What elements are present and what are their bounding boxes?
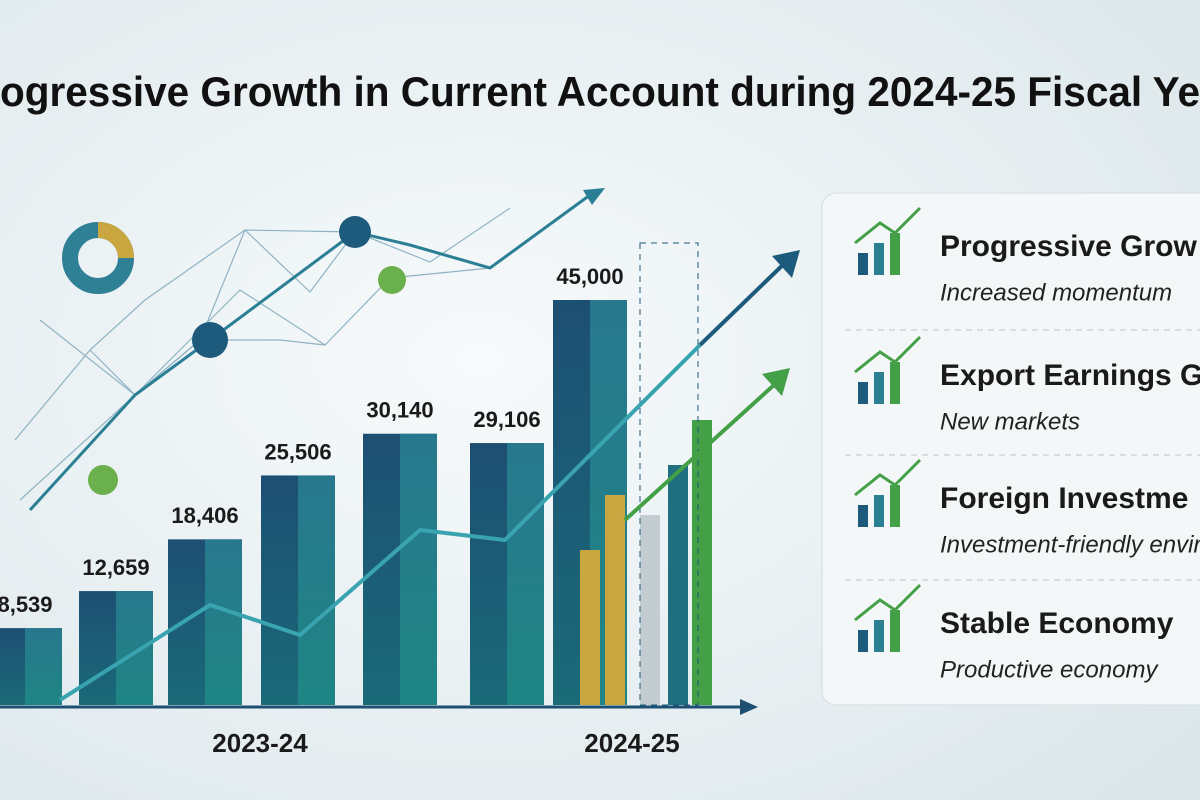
item-icon bbox=[858, 630, 868, 652]
arrow-head bbox=[583, 188, 605, 205]
item-icon bbox=[858, 382, 868, 404]
panel-item-title: Progressive Grow bbox=[940, 230, 1197, 263]
decorative-bar bbox=[668, 465, 688, 705]
item-icon bbox=[858, 505, 868, 527]
item-icon bbox=[874, 495, 884, 527]
panel-item-subtitle: Increased momentum bbox=[940, 279, 1172, 306]
value-label: 30,140 bbox=[366, 398, 433, 423]
value-label: 29,106 bbox=[473, 407, 540, 432]
item-icon bbox=[874, 243, 884, 275]
item-icon bbox=[854, 583, 922, 622]
dollar-icon bbox=[88, 465, 118, 495]
bar-highlight bbox=[205, 539, 242, 705]
item-icon bbox=[890, 610, 900, 652]
decorative-bar bbox=[640, 515, 660, 705]
decorative-bar bbox=[580, 550, 600, 705]
decorative-bar bbox=[605, 495, 625, 705]
panel-item-title: Foreign Investme bbox=[940, 482, 1188, 515]
bar-highlight bbox=[116, 591, 153, 705]
panel-box bbox=[821, 192, 1200, 706]
item-icon bbox=[854, 335, 922, 374]
item-icon bbox=[890, 485, 900, 527]
panel-item-title: Export Earnings Gr bbox=[940, 359, 1200, 392]
bar-highlight bbox=[507, 443, 544, 705]
dollar-icon bbox=[339, 216, 371, 248]
value-label: 45,000 bbox=[556, 264, 623, 289]
value-label: 18,406 bbox=[171, 503, 238, 528]
item-icon bbox=[874, 372, 884, 404]
side-panel bbox=[821, 192, 1200, 706]
panel-item-subtitle: Investment-friendly enviro bbox=[940, 531, 1200, 558]
bar-highlight bbox=[400, 433, 437, 705]
item-icon bbox=[890, 362, 900, 404]
item-icon bbox=[854, 458, 922, 497]
panel-item-subtitle: Productive economy bbox=[940, 656, 1159, 683]
axis-arrow bbox=[740, 699, 758, 715]
panel-item-subtitle: New markets bbox=[940, 408, 1080, 435]
panel-item-title: Stable Economy bbox=[940, 607, 1174, 640]
value-label: 8,539 bbox=[0, 592, 53, 617]
item-icon bbox=[854, 206, 922, 245]
growth-arrow bbox=[623, 373, 787, 522]
decorative-bar bbox=[692, 420, 712, 705]
period-label: 2024-25 bbox=[584, 728, 679, 758]
item-icon bbox=[874, 620, 884, 652]
arrow-head bbox=[772, 250, 800, 278]
bar-highlight bbox=[25, 628, 62, 705]
chart-title: ogressive Growth in Current Account duri… bbox=[0, 68, 1200, 115]
bar-highlight bbox=[298, 475, 335, 705]
value-label: 25,506 bbox=[264, 439, 331, 464]
donut-icon bbox=[62, 222, 134, 294]
growth-arrow bbox=[698, 256, 792, 347]
item-icon bbox=[890, 233, 900, 275]
forecast-frame bbox=[639, 242, 699, 706]
dollar-icon bbox=[378, 266, 406, 294]
period-label: 2023-24 bbox=[212, 728, 308, 758]
chart-icon bbox=[192, 322, 228, 358]
value-label: 12,659 bbox=[82, 555, 149, 580]
item-icon bbox=[858, 253, 868, 275]
growth-arrow bbox=[58, 343, 702, 702]
